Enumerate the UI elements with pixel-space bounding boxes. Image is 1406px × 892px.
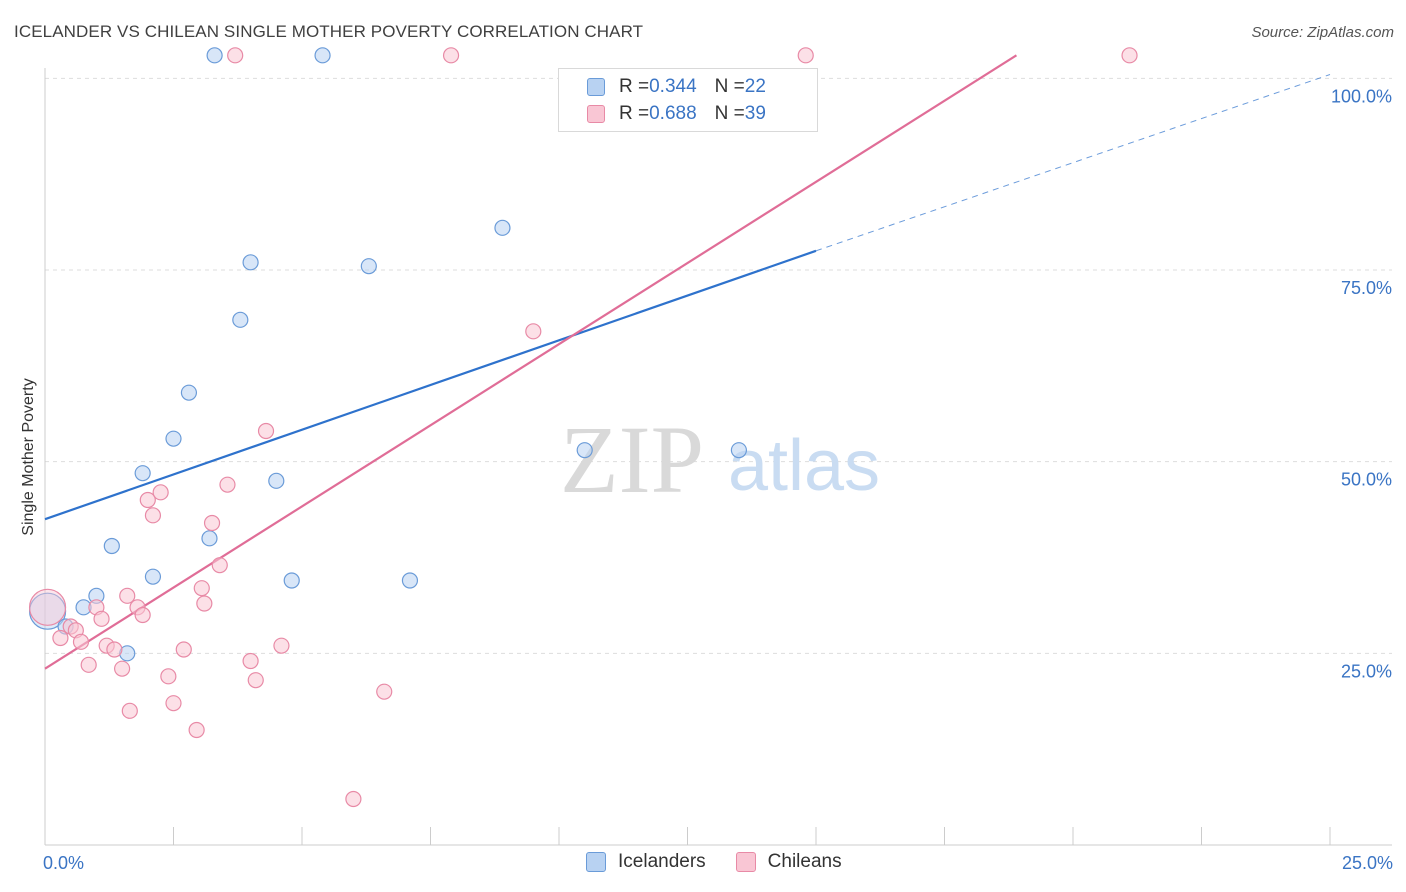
legend-r-label: R = [619,103,650,124]
icelander-point [283,572,300,589]
y-tick-label: 75.0% [1341,278,1392,298]
chileans-swatch [735,852,756,872]
chilean-point [106,641,123,658]
chilean-point [442,47,460,64]
icelander-point [314,47,331,64]
icelander-point [242,254,259,271]
legend-r-value: 0.344 [649,76,697,97]
icelander-point [494,219,511,236]
legend-n-value: 22 [744,76,766,97]
x-tick-label: 25.0% [1342,853,1393,873]
chilean-point [345,790,362,808]
icelander-point [360,258,377,275]
chart-title: ICELANDER VS CHILEAN SINGLE MOTHER POVER… [14,22,644,41]
chilean-point [1121,47,1138,64]
gridlines [45,77,1392,654]
chilean-point [165,695,182,712]
axes [44,68,1392,846]
y-tick-label: 25.0% [1341,661,1392,681]
chilean-point [175,641,192,658]
tick-labels: 25.0% 50.0% 75.0% 100.0% 0.0% 25.0% [43,86,1393,873]
icelander-point [134,465,151,482]
icelander-point [144,568,162,585]
chilean-point [525,323,542,340]
legend-n-label: N = [714,76,745,97]
chilean-point [72,633,90,650]
source-credit: Source: ZipAtlas.com [1251,24,1394,41]
chilean-point [80,656,97,673]
legend-r-label: R = [619,76,650,97]
legend-n-value: 39 [744,103,766,124]
chilean-point [134,606,151,624]
legend-row-icelanders: R = 0.344 N = 22 [587,75,766,99]
legend-r-value: 0.688 [649,103,697,124]
legend-label-chileans: Chileans [767,851,842,872]
x-tick-label: 0.0% [43,853,84,873]
chilean-point [273,637,290,654]
watermark: ZIP atlas [560,406,880,513]
chilean-point [257,422,275,440]
chilean-point [188,721,205,739]
icelander-point [232,311,249,328]
trend-lines [44,54,1331,670]
legend-n-label: N = [714,103,745,124]
chilean-point [144,507,162,524]
correlation-legend: R = 0.344 N = 22 R = 0.688 N = 39 [558,68,818,132]
chilean-point [113,660,131,677]
chilean-point [196,595,213,612]
y-tick-label: 100.0% [1331,86,1392,106]
chilean-point [211,557,228,574]
chilean-point [219,476,236,493]
icelander-point [576,442,593,459]
data-points [28,47,1138,808]
icelander-point [103,537,120,555]
series-legend: Icelanders Chileans [586,851,872,873]
chilean-point [797,47,814,64]
legend-label-icelanders: Icelanders [618,851,706,872]
legend-item-chileans[interactable]: Chileans [735,851,842,873]
chileans-trend-line [44,54,1018,670]
icelander-point [180,384,198,401]
icelanders-trend-extension [815,74,1331,252]
chilean-point [121,702,138,719]
icelander-point [401,572,419,589]
chilean-point [52,629,69,647]
legend-item-icelanders[interactable]: Icelanders [586,851,706,873]
chilean-point [152,484,169,501]
y-tick-label: 50.0% [1341,470,1392,490]
icelanders-trend-line [44,249,817,521]
icelanders-swatch [587,78,605,96]
chilean-point [247,672,264,689]
chilean-point [203,514,221,532]
chilean-point [227,47,244,64]
icelander-point [165,430,182,447]
chilean-point [193,580,210,597]
chilean-point [119,587,136,604]
chileans-swatch [587,105,605,123]
chilean-point [160,668,177,685]
watermark-zip: ZIP [560,406,704,513]
chilean-point [93,610,110,627]
icelander-point [201,530,218,547]
chilean-point [242,652,259,670]
icelanders-swatch [586,852,606,872]
icelander-point [730,442,748,459]
chilean-point [376,683,393,700]
chilean-point [139,491,156,509]
icelander-point [268,472,285,489]
watermark-atlas: atlas [728,426,880,506]
icelander-point [206,47,223,64]
legend-row-chileans: R = 0.688 N = 39 [587,102,766,126]
chilean-point [28,588,67,626]
